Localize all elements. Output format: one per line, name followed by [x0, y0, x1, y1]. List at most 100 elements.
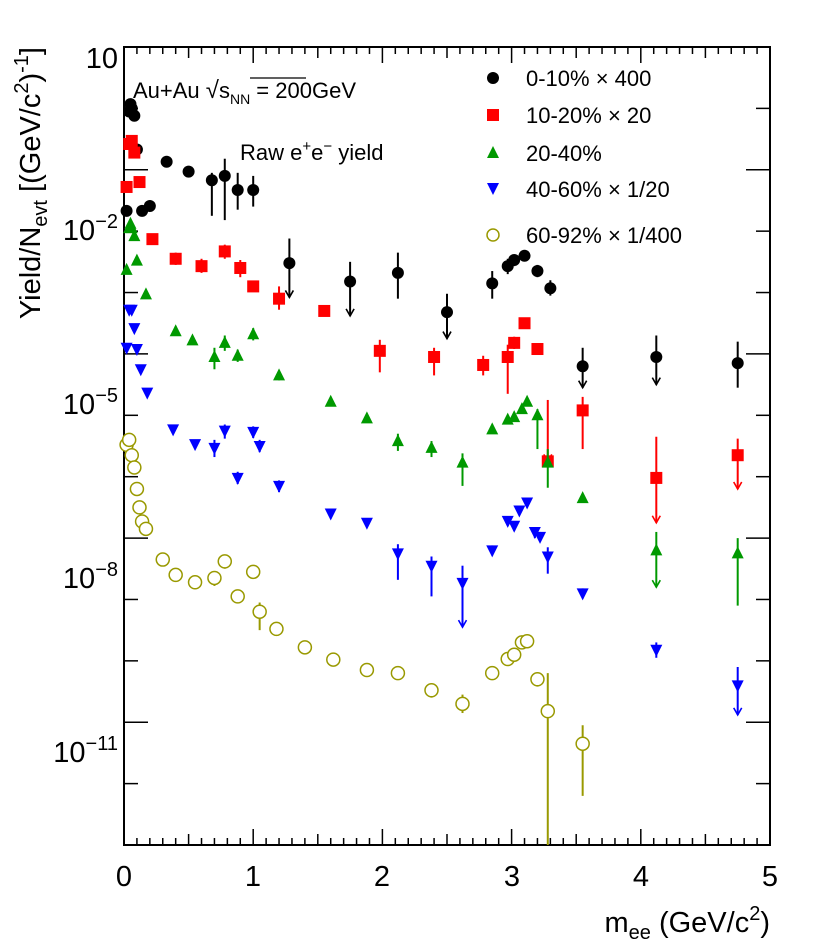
data-point: [168, 567, 183, 583]
upper-limit-arrow: [733, 481, 743, 491]
data-point: [208, 349, 221, 362]
data-point: [731, 680, 744, 693]
legend: 0-10% × 400 10-20% × 20 20-40% 40-60% × …: [486, 66, 682, 248]
data-point: [234, 261, 247, 274]
upper-limit-arrow: [284, 290, 295, 300]
data-point: [576, 404, 589, 417]
upper-limit-arrow: [345, 308, 355, 318]
data-point: [518, 317, 531, 330]
data-point: [186, 333, 199, 346]
legend-label: 60-92% × 1/400: [526, 223, 682, 248]
data-point: [128, 146, 141, 159]
data-point: [133, 176, 146, 189]
legend-marker-triangle-down: [487, 183, 499, 195]
data-point: [253, 441, 266, 453]
data-point: [518, 249, 531, 262]
data-point: [134, 364, 147, 377]
plot-frame: [123, 46, 771, 846]
data-point: [247, 426, 260, 439]
data-point: [128, 323, 141, 336]
data-point: [391, 434, 404, 447]
x-tick-label: 3: [504, 861, 520, 893]
legend-entry: 0-10% × 400: [487, 66, 651, 91]
data-point: [441, 306, 453, 319]
data-point: [128, 229, 141, 242]
data-point: [146, 233, 159, 246]
data-point: [130, 253, 143, 266]
data-point: [132, 500, 147, 515]
data-point: [531, 408, 544, 421]
legend-marker-circle-open: [486, 228, 500, 242]
data-point: [160, 155, 173, 168]
data-point: [575, 736, 590, 751]
data-point: [273, 292, 286, 305]
data-point: [318, 304, 331, 317]
data-point: [130, 344, 143, 357]
data-point: [428, 350, 441, 363]
data-point: [247, 327, 260, 340]
legend-entry: 10-20% × 20: [487, 103, 651, 128]
data-point: [207, 570, 222, 586]
data-point: [360, 517, 373, 530]
data-point: [576, 360, 589, 373]
y-tick-label: 10−11: [53, 733, 118, 769]
data-point: [269, 621, 284, 637]
data-point: [218, 245, 231, 258]
y-tick-label: 10−5: [63, 385, 118, 421]
data-point: [125, 134, 138, 147]
upper-limit-arrow: [457, 619, 468, 629]
system-label: Au+Au √sNN = 200GeV: [133, 77, 356, 107]
data-point: [531, 265, 544, 278]
data-point: [486, 422, 499, 435]
x-tick-label: 1: [245, 861, 261, 893]
legend-marker-square: [487, 109, 499, 121]
data-point: [576, 588, 589, 601]
data-point: [531, 343, 544, 356]
x-tick-label: 0: [116, 861, 132, 893]
data-point: [120, 204, 133, 217]
data-point: [506, 647, 522, 662]
upper-limit-arrow: [651, 377, 661, 387]
data-point: [650, 644, 663, 657]
legend-label: 10-20% × 20: [526, 103, 651, 128]
data-point: [218, 335, 231, 348]
data-point: [455, 696, 470, 712]
upper-limit-arrow: [577, 380, 588, 390]
x-tick-label: 2: [374, 861, 390, 893]
data-point: [391, 266, 404, 279]
data-point: [218, 425, 231, 438]
data-point: [519, 633, 535, 649]
data-point: [456, 577, 469, 590]
legend-label: 40-60% × 1/20: [526, 177, 670, 202]
data-point: [324, 508, 337, 521]
legend-marker-circle: [487, 72, 499, 84]
data-point: [486, 277, 499, 290]
data-point: [456, 455, 469, 468]
data-point: [121, 432, 137, 448]
data-point: [125, 304, 138, 317]
data-point: [120, 180, 133, 193]
data-point: [297, 640, 313, 655]
y-tick-label: 10−2: [63, 211, 118, 247]
y-tick-label: 10−8: [63, 559, 118, 595]
series-circle-open: [119, 432, 590, 845]
data-point: [247, 184, 260, 197]
data-point: [521, 497, 534, 510]
data-point: [534, 531, 547, 544]
legend-marker-triangle-up: [487, 146, 499, 158]
data-point: [541, 455, 554, 468]
data-point: [195, 260, 208, 273]
data-point: [508, 336, 521, 349]
axis-ticks: [123, 46, 771, 846]
data-point: [530, 672, 545, 687]
legend-entry: 20-40%: [487, 141, 602, 166]
data-point: [515, 402, 528, 415]
data-point: [205, 174, 218, 187]
data-point: [576, 491, 589, 504]
data-point: [230, 589, 245, 604]
data-point: [650, 350, 663, 363]
data-point: [360, 411, 373, 424]
data-point: [129, 481, 145, 497]
data-point: [424, 683, 439, 698]
y-tick-labels: 10 10−2 10−5 10−8 10−11: [53, 43, 118, 769]
